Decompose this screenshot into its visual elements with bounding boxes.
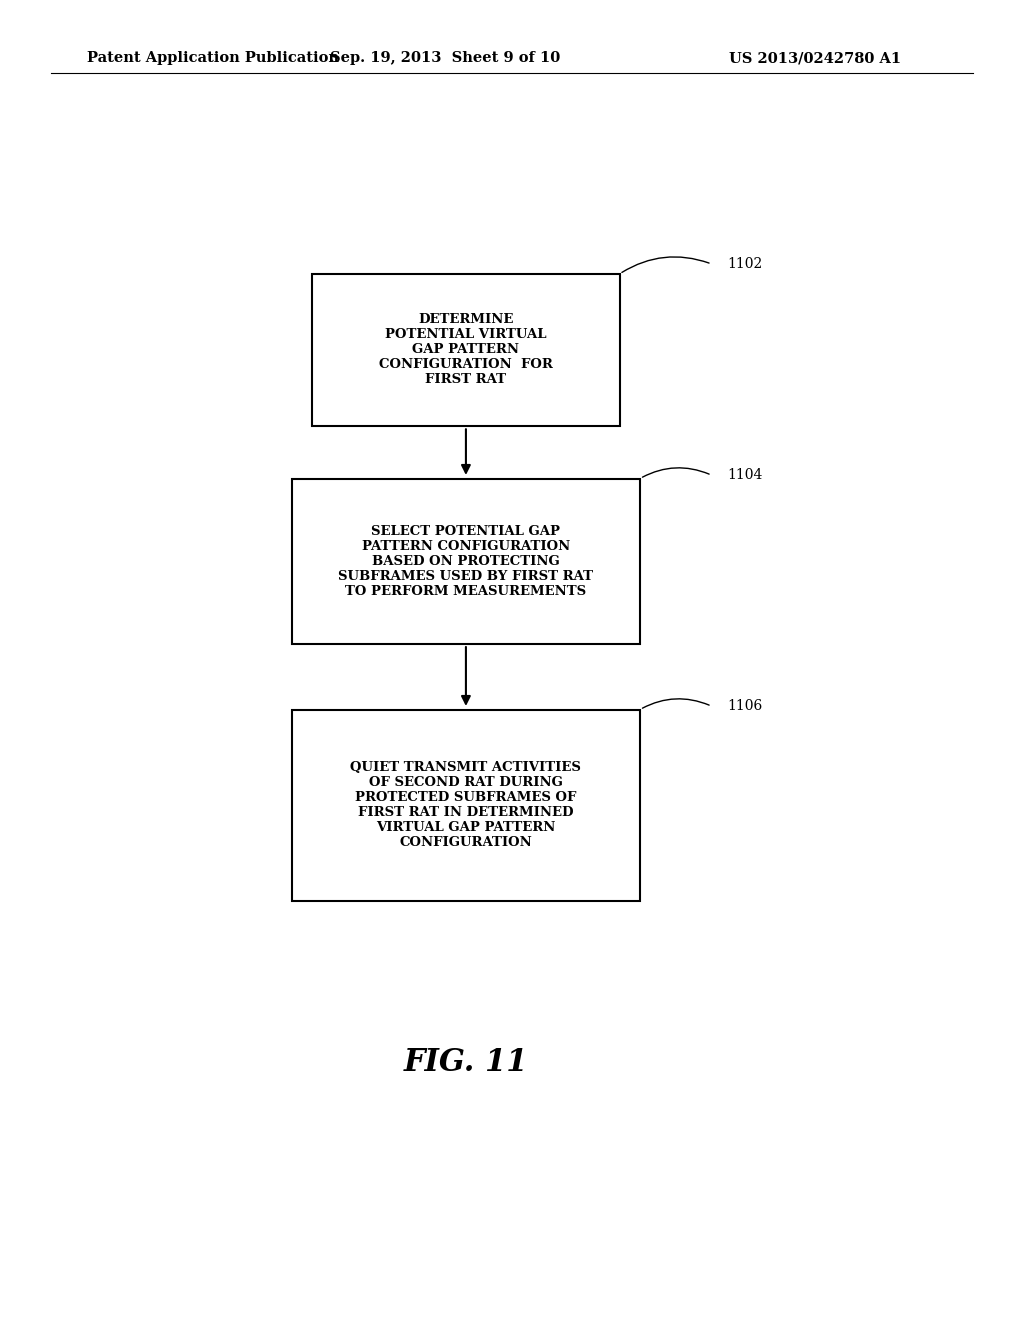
Text: US 2013/0242780 A1: US 2013/0242780 A1: [729, 51, 901, 65]
Text: SELECT POTENTIAL GAP
PATTERN CONFIGURATION
BASED ON PROTECTING
SUBFRAMES USED BY: SELECT POTENTIAL GAP PATTERN CONFIGURATI…: [338, 524, 594, 598]
Text: 1106: 1106: [727, 700, 762, 713]
Bar: [292, 710, 640, 900]
Text: QUIET TRANSMIT ACTIVITIES
OF SECOND RAT DURING
PROTECTED SUBFRAMES OF
FIRST RAT : QUIET TRANSMIT ACTIVITIES OF SECOND RAT …: [350, 762, 582, 849]
Text: FIG. 11: FIG. 11: [403, 1047, 528, 1078]
Bar: [312, 275, 620, 425]
Text: 1104: 1104: [727, 469, 763, 482]
Text: Sep. 19, 2013  Sheet 9 of 10: Sep. 19, 2013 Sheet 9 of 10: [331, 51, 560, 65]
Text: DETERMINE
POTENTIAL VIRTUAL
GAP PATTERN
CONFIGURATION  FOR
FIRST RAT: DETERMINE POTENTIAL VIRTUAL GAP PATTERN …: [379, 313, 553, 387]
Text: Patent Application Publication: Patent Application Publication: [87, 51, 339, 65]
Bar: [292, 479, 640, 644]
Text: 1102: 1102: [727, 257, 762, 271]
